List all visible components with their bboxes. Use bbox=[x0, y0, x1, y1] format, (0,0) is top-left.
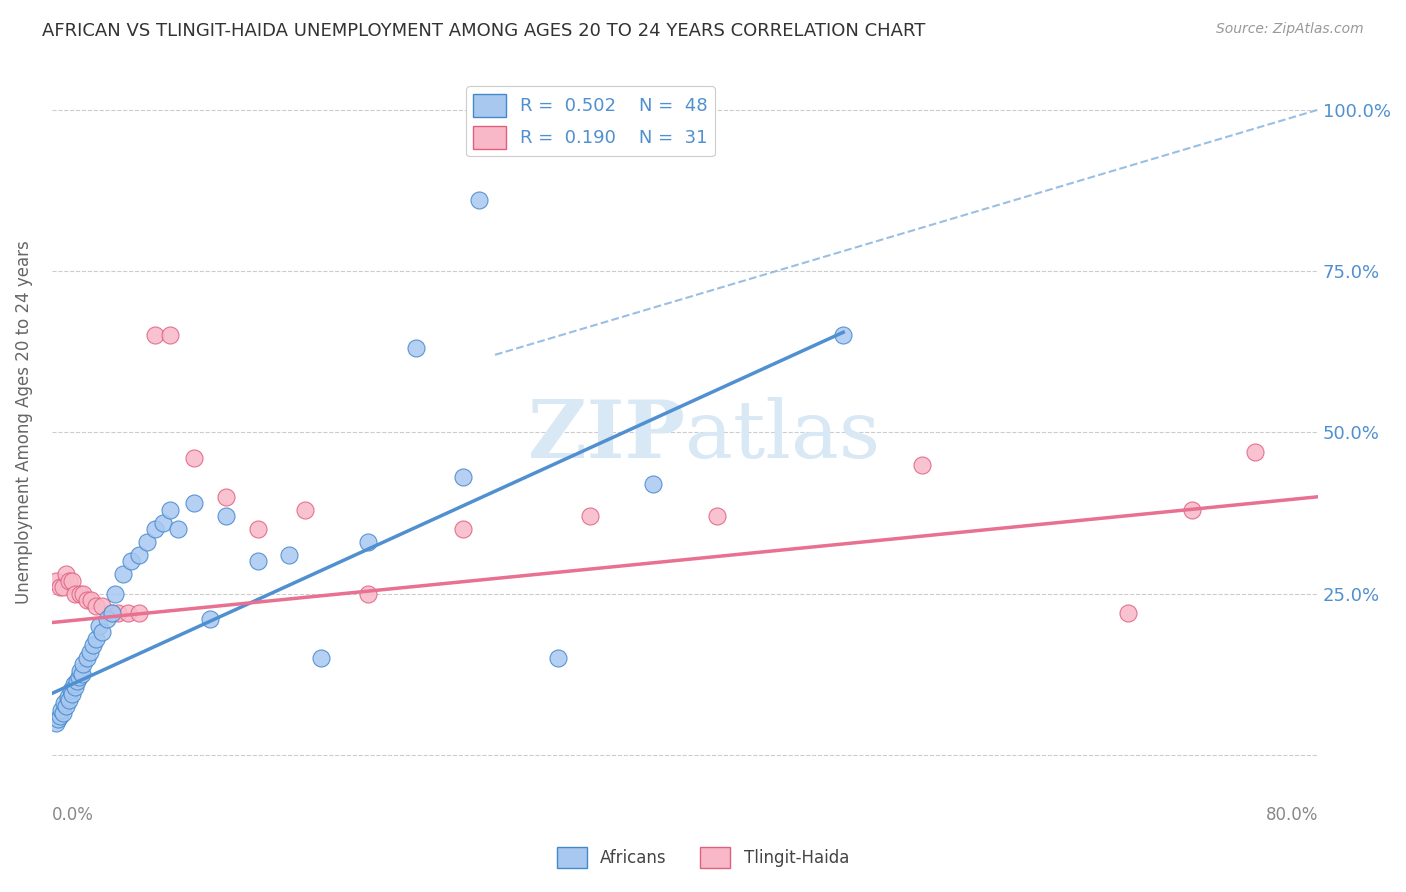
Point bbox=[72, 657, 94, 672]
Point bbox=[45, 715, 67, 730]
Point bbox=[70, 667, 93, 681]
Point bbox=[45, 574, 67, 588]
Point bbox=[65, 586, 87, 600]
Point bbox=[51, 703, 73, 717]
Point bbox=[643, 476, 665, 491]
Point bbox=[468, 193, 491, 207]
Point bbox=[1243, 444, 1265, 458]
Point bbox=[357, 535, 380, 549]
Point bbox=[405, 342, 427, 356]
Point bbox=[104, 586, 127, 600]
Point bbox=[215, 509, 238, 524]
Point bbox=[706, 509, 728, 524]
Legend: R =  0.502    N =  48, R =  0.190    N =  31: R = 0.502 N = 48, R = 0.190 N = 31 bbox=[465, 87, 716, 156]
Point bbox=[84, 599, 107, 614]
Point bbox=[135, 535, 157, 549]
Point bbox=[80, 593, 103, 607]
Point bbox=[46, 712, 69, 726]
Point bbox=[1180, 502, 1202, 516]
Point bbox=[60, 574, 83, 588]
Y-axis label: Unemployment Among Ages 20 to 24 years: Unemployment Among Ages 20 to 24 years bbox=[15, 241, 32, 605]
Point bbox=[294, 502, 316, 516]
Legend: Africans, Tlingit-Haida: Africans, Tlingit-Haida bbox=[550, 840, 856, 875]
Point bbox=[52, 706, 75, 720]
Point bbox=[91, 625, 114, 640]
Point bbox=[357, 586, 380, 600]
Point bbox=[65, 680, 87, 694]
Point bbox=[96, 612, 118, 626]
Point bbox=[143, 328, 166, 343]
Point bbox=[246, 554, 269, 568]
Point bbox=[58, 693, 80, 707]
Point bbox=[167, 522, 190, 536]
Point bbox=[101, 606, 124, 620]
Point bbox=[60, 686, 83, 700]
Point bbox=[84, 632, 107, 646]
Point bbox=[89, 619, 111, 633]
Text: AFRICAN VS TLINGIT-HAIDA UNEMPLOYMENT AMONG AGES 20 TO 24 YEARS CORRELATION CHAR: AFRICAN VS TLINGIT-HAIDA UNEMPLOYMENT AM… bbox=[42, 22, 925, 40]
Point bbox=[120, 554, 142, 568]
Point bbox=[56, 690, 79, 704]
Point bbox=[453, 522, 475, 536]
Point bbox=[911, 458, 934, 472]
Point bbox=[53, 696, 76, 710]
Point bbox=[183, 451, 205, 466]
Point bbox=[453, 470, 475, 484]
Point bbox=[101, 606, 124, 620]
Point bbox=[72, 586, 94, 600]
Point bbox=[82, 638, 104, 652]
Point bbox=[79, 644, 101, 658]
Point bbox=[128, 548, 150, 562]
Point bbox=[832, 328, 855, 343]
Point bbox=[183, 496, 205, 510]
Point bbox=[152, 516, 174, 530]
Point bbox=[198, 612, 221, 626]
Point bbox=[76, 593, 98, 607]
Point bbox=[91, 599, 114, 614]
Point bbox=[143, 522, 166, 536]
Point bbox=[48, 580, 70, 594]
Text: atlas: atlas bbox=[685, 397, 880, 475]
Point bbox=[547, 651, 569, 665]
Point bbox=[215, 490, 238, 504]
Point bbox=[69, 586, 91, 600]
Point bbox=[107, 606, 129, 620]
Text: Source: ZipAtlas.com: Source: ZipAtlas.com bbox=[1216, 22, 1364, 37]
Point bbox=[579, 509, 602, 524]
Point bbox=[111, 567, 134, 582]
Point bbox=[76, 651, 98, 665]
Point bbox=[159, 328, 181, 343]
Text: ZIP: ZIP bbox=[527, 397, 685, 475]
Text: 0.0%: 0.0% bbox=[52, 805, 94, 823]
Point bbox=[55, 699, 77, 714]
Point bbox=[66, 673, 89, 688]
Point bbox=[159, 502, 181, 516]
Point bbox=[1116, 606, 1139, 620]
Point bbox=[69, 664, 91, 678]
Point bbox=[58, 574, 80, 588]
Point bbox=[63, 677, 86, 691]
Point bbox=[309, 651, 332, 665]
Point bbox=[67, 670, 90, 684]
Point bbox=[246, 522, 269, 536]
Point bbox=[278, 548, 301, 562]
Point bbox=[48, 709, 70, 723]
Point bbox=[128, 606, 150, 620]
Point bbox=[117, 606, 139, 620]
Text: 80.0%: 80.0% bbox=[1265, 805, 1319, 823]
Point bbox=[55, 567, 77, 582]
Point bbox=[52, 580, 75, 594]
Point bbox=[59, 683, 82, 698]
